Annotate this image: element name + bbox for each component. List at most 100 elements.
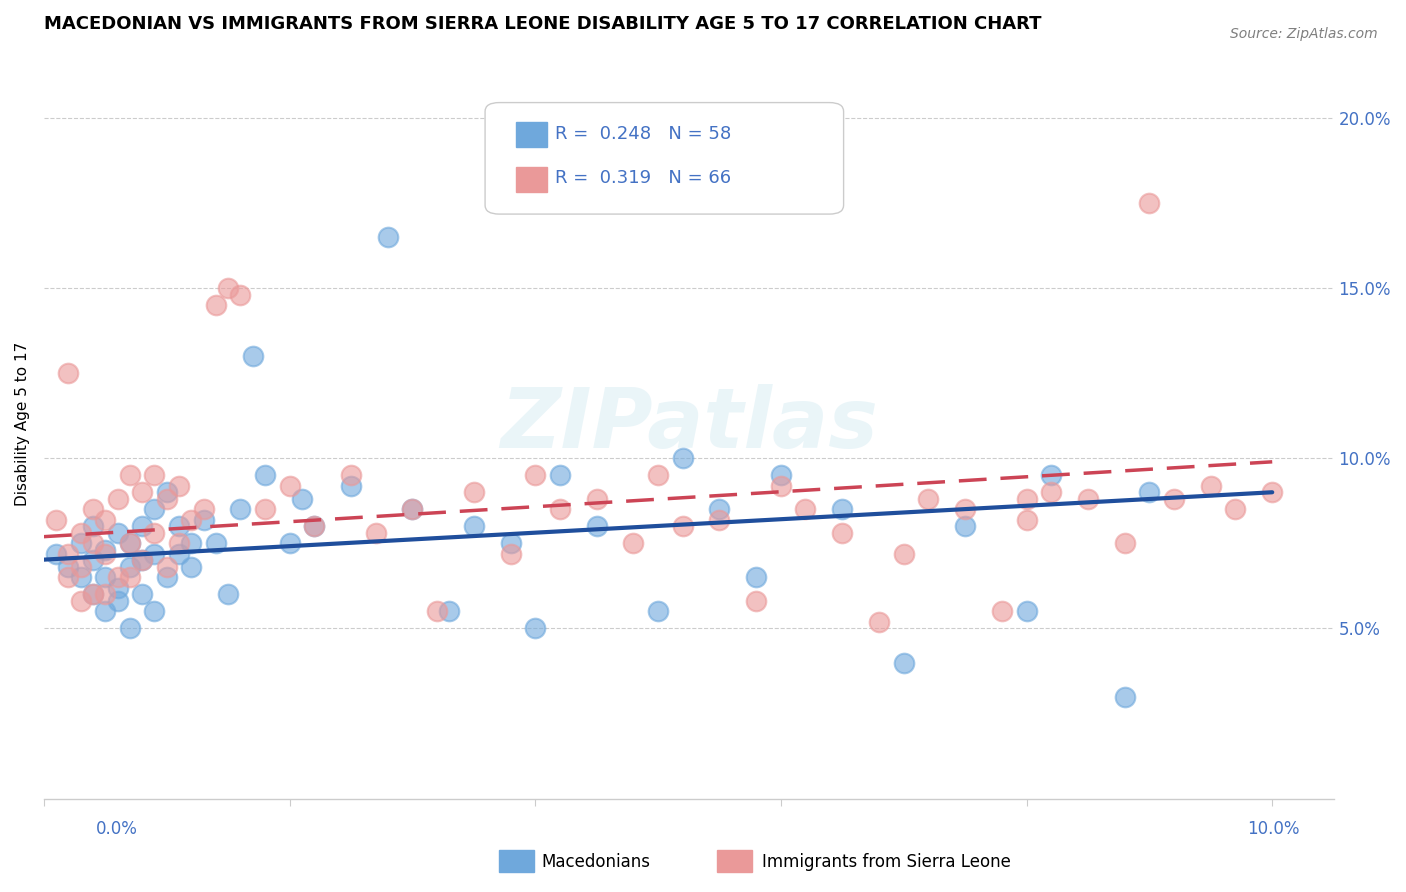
Point <box>107 492 129 507</box>
Point <box>524 622 547 636</box>
Point <box>131 485 153 500</box>
Point <box>143 547 166 561</box>
Point <box>1114 690 1136 704</box>
Point <box>1114 536 1136 550</box>
Point <box>1015 512 1038 526</box>
Point <box>291 492 314 507</box>
Point <box>229 502 252 516</box>
Point <box>180 512 202 526</box>
Point <box>205 536 228 550</box>
Point <box>118 468 141 483</box>
Point <box>401 502 423 516</box>
Point <box>426 605 449 619</box>
Point <box>831 502 853 516</box>
Point <box>548 502 571 516</box>
Point <box>131 519 153 533</box>
Point <box>180 536 202 550</box>
Point <box>1199 478 1222 492</box>
Point <box>131 553 153 567</box>
Point <box>253 502 276 516</box>
Point <box>745 594 768 608</box>
Point <box>156 560 179 574</box>
Point <box>193 502 215 516</box>
Point <box>193 512 215 526</box>
Point <box>58 570 80 584</box>
Point <box>463 485 485 500</box>
Point <box>278 478 301 492</box>
Point <box>1225 502 1247 516</box>
Point <box>1163 492 1185 507</box>
Text: Immigrants from Sierra Leone: Immigrants from Sierra Leone <box>762 853 1011 871</box>
Point <box>131 553 153 567</box>
Point <box>991 605 1014 619</box>
Point <box>1015 492 1038 507</box>
Point <box>548 468 571 483</box>
Point <box>709 502 731 516</box>
Point <box>253 468 276 483</box>
Point <box>167 547 190 561</box>
Point <box>58 547 80 561</box>
Point <box>45 512 67 526</box>
Point <box>623 536 645 550</box>
Point <box>340 478 363 492</box>
Text: MACEDONIAN VS IMMIGRANTS FROM SIERRA LEONE DISABILITY AGE 5 TO 17 CORRELATION CH: MACEDONIAN VS IMMIGRANTS FROM SIERRA LEO… <box>44 15 1042 33</box>
Text: R =  0.248   N = 58: R = 0.248 N = 58 <box>555 125 731 143</box>
Point <box>167 478 190 492</box>
Point <box>1137 196 1160 211</box>
Point <box>69 526 91 541</box>
Point <box>364 526 387 541</box>
Point <box>69 570 91 584</box>
Point <box>242 349 264 363</box>
Point <box>217 281 239 295</box>
Text: R =  0.319   N = 66: R = 0.319 N = 66 <box>555 169 731 187</box>
Point <box>401 502 423 516</box>
Text: Macedonians: Macedonians <box>541 853 651 871</box>
Point <box>709 512 731 526</box>
Point <box>1040 468 1063 483</box>
Text: 10.0%: 10.0% <box>1247 820 1299 838</box>
Point <box>377 230 399 244</box>
Point <box>82 536 104 550</box>
Point <box>118 570 141 584</box>
Point <box>463 519 485 533</box>
Point <box>82 502 104 516</box>
Point <box>94 570 117 584</box>
Point <box>217 587 239 601</box>
Point <box>302 519 325 533</box>
Point <box>1077 492 1099 507</box>
Point <box>769 478 792 492</box>
Point <box>82 587 104 601</box>
Point <box>585 519 607 533</box>
Point <box>58 560 80 574</box>
Point <box>499 547 522 561</box>
Point <box>118 536 141 550</box>
Point <box>672 519 695 533</box>
Point <box>107 581 129 595</box>
Point <box>118 536 141 550</box>
Point <box>94 605 117 619</box>
Point <box>831 526 853 541</box>
Point <box>794 502 817 516</box>
Point <box>893 547 915 561</box>
Point <box>107 526 129 541</box>
Point <box>672 451 695 466</box>
Point <box>143 605 166 619</box>
Point <box>229 288 252 302</box>
Point <box>302 519 325 533</box>
Point <box>69 594 91 608</box>
Point <box>1137 485 1160 500</box>
Point <box>585 492 607 507</box>
Point <box>143 468 166 483</box>
Point <box>94 587 117 601</box>
Point <box>647 605 669 619</box>
Text: Source: ZipAtlas.com: Source: ZipAtlas.com <box>1230 27 1378 41</box>
Point <box>156 492 179 507</box>
Point <box>340 468 363 483</box>
Point <box>69 560 91 574</box>
Point <box>143 526 166 541</box>
Point <box>1040 485 1063 500</box>
Point <box>180 560 202 574</box>
Point <box>499 536 522 550</box>
Point <box>131 587 153 601</box>
Point <box>143 502 166 516</box>
